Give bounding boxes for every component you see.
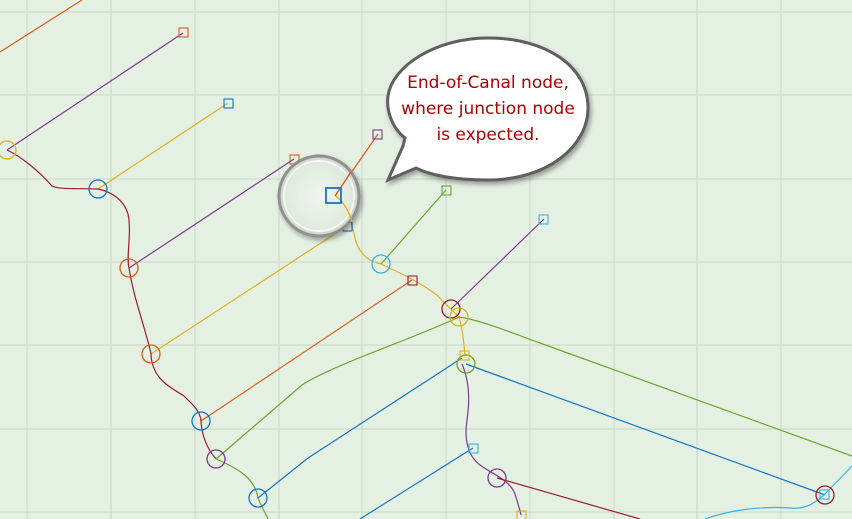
junction-node[interactable] bbox=[88, 179, 108, 199]
canal-line-lightblue-bottom bbox=[704, 465, 852, 519]
callout-line-2: where junction node bbox=[401, 99, 575, 119]
canal-line-darkred-main bbox=[6, 149, 217, 460]
canal-line-purple-3 bbox=[450, 218, 545, 310]
junction-node[interactable] bbox=[449, 307, 469, 327]
canal-line-yellow-main bbox=[335, 195, 466, 357]
end-of-canal-node[interactable] bbox=[178, 27, 189, 38]
canal-line-blue-3 bbox=[359, 447, 474, 519]
junction-node[interactable] bbox=[191, 411, 211, 431]
callout-bubble bbox=[385, 36, 590, 183]
end-of-canal-node[interactable] bbox=[223, 98, 234, 109]
junction-node[interactable] bbox=[206, 449, 226, 469]
canal-line-darkred-lower bbox=[496, 477, 641, 519]
junction-node[interactable] bbox=[815, 485, 835, 505]
junction-node[interactable] bbox=[248, 488, 268, 508]
end-of-canal-node[interactable] bbox=[538, 214, 549, 225]
canal-line-yellow-1 bbox=[97, 102, 229, 190]
canal-line-purple-vertical bbox=[461, 363, 522, 516]
canal-line-yellow-2 bbox=[150, 225, 348, 355]
end-of-canal-node[interactable] bbox=[516, 510, 527, 519]
canal-line-blue-2 bbox=[465, 363, 826, 496]
callout-line-1: End-of-Canal node, bbox=[407, 73, 569, 93]
highlighted-end-of-canal-node[interactable] bbox=[325, 187, 342, 204]
end-of-canal-node[interactable] bbox=[459, 350, 470, 361]
canal-line-red-topleft bbox=[0, 0, 83, 53]
callout-text: End-of-Canal node, where junction node i… bbox=[388, 70, 588, 148]
callout-line-3: is expected. bbox=[436, 125, 540, 145]
junction-node[interactable] bbox=[371, 254, 391, 274]
end-of-canal-node[interactable] bbox=[819, 489, 830, 500]
junction-node[interactable] bbox=[119, 258, 139, 278]
junction-node[interactable] bbox=[441, 299, 461, 319]
magnifier-highlight bbox=[277, 154, 361, 238]
junction-node[interactable] bbox=[456, 354, 476, 374]
junction-node[interactable] bbox=[141, 344, 161, 364]
end-of-canal-node[interactable] bbox=[441, 185, 452, 196]
canal-line-green-branch bbox=[215, 316, 460, 460]
canal-line-purple-2 bbox=[128, 158, 295, 269]
end-of-canal-node[interactable] bbox=[468, 443, 479, 454]
canal-line-purple-1 bbox=[6, 32, 184, 151]
end-of-canal-node[interactable] bbox=[407, 275, 418, 286]
end-of-canal-node[interactable] bbox=[372, 129, 383, 140]
canal-line-red-2 bbox=[200, 279, 413, 422]
canal-line-green-1 bbox=[380, 189, 447, 265]
canal-line-blue-1 bbox=[257, 357, 463, 499]
junction-node[interactable] bbox=[487, 468, 507, 488]
canal-line-green-long bbox=[458, 316, 852, 457]
junction-node[interactable] bbox=[0, 140, 17, 160]
